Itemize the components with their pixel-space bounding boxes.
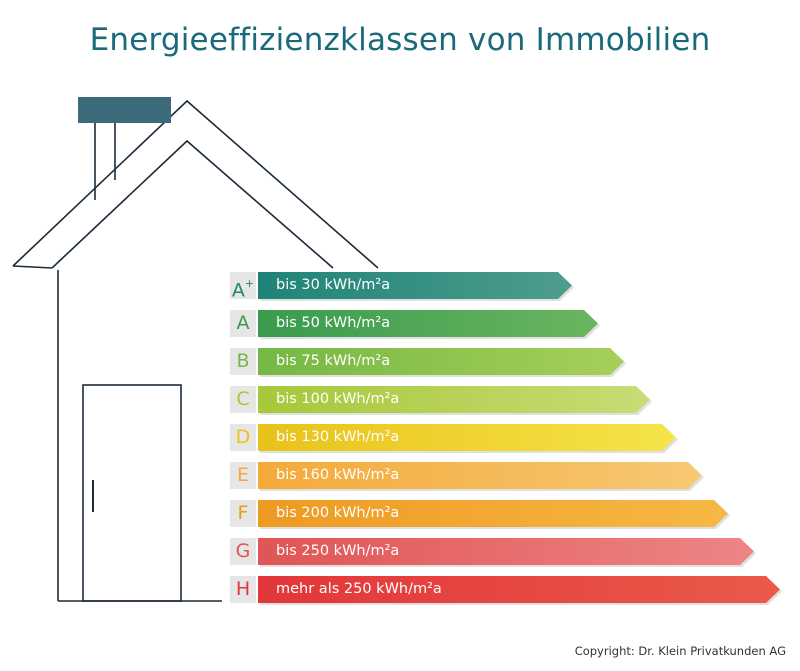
efficiency-class-arrow (258, 386, 650, 413)
efficiency-class-letter: C (230, 386, 256, 413)
class-letter-text: B (236, 350, 250, 372)
efficiency-class-label: bis 100 kWh/m²a (276, 391, 400, 407)
efficiency-class-bar: mehr als 250 kWh/m²a (258, 576, 782, 605)
efficiency-class-bar: bis 200 kWh/m²a (258, 500, 730, 529)
door (82, 384, 182, 602)
efficiency-class-letter: A+ (230, 272, 256, 302)
efficiency-class-label: bis 250 kWh/m²a (276, 543, 400, 559)
efficiency-class-label: bis 200 kWh/m²a (276, 505, 400, 521)
efficiency-class-bar: bis 130 kWh/m²a (258, 424, 678, 453)
efficiency-class-letter: B (230, 348, 256, 375)
efficiency-class-label: bis 75 kWh/m²a (276, 353, 391, 369)
class-letter-superscript: + (244, 277, 255, 290)
class-letter-text: A (236, 312, 250, 334)
efficiency-class-bar: bis 50 kWh/m²a (258, 310, 600, 339)
roof-outer (12, 99, 379, 269)
efficiency-class-bar: bis 75 kWh/m²a (258, 348, 626, 377)
diagram-title: Energieeffizienzklassen von Immobilien (89, 22, 711, 58)
efficiency-class-row: A+ bis 30 kWh/m²a (230, 272, 790, 302)
efficiency-class-arrow (258, 538, 754, 565)
efficiency-class-label: mehr als 250 kWh/m²a (276, 581, 442, 597)
efficiency-class-bar: bis 250 kWh/m²a (258, 538, 756, 567)
efficiency-class-letter: E (230, 462, 256, 489)
efficiency-class-bar: bis 30 kWh/m²a (258, 272, 574, 301)
efficiency-class-arrow (258, 462, 702, 489)
efficiency-class-arrow (258, 348, 624, 375)
efficiency-class-bar: bis 160 kWh/m²a (258, 462, 704, 491)
efficiency-class-label: bis 160 kWh/m²a (276, 467, 400, 483)
efficiency-class-arrow (258, 500, 728, 527)
class-letter-text: A (231, 279, 245, 302)
roof-inner (51, 139, 334, 269)
efficiency-class-letter: H (230, 576, 256, 603)
efficiency-class-arrow (258, 272, 572, 299)
class-letter-text: H (235, 578, 251, 600)
efficiency-class-letter: D (230, 424, 256, 451)
efficiency-class-bar: bis 100 kWh/m²a (258, 386, 652, 415)
efficiency-class-letter: F (230, 500, 256, 527)
class-letter-text: F (237, 502, 249, 524)
efficiency-class-label: bis 50 kWh/m²a (276, 315, 391, 331)
class-letter-text: C (236, 388, 250, 410)
class-letter-text: G (235, 540, 251, 562)
efficiency-class-label: bis 130 kWh/m²a (276, 429, 400, 445)
efficiency-class-letter: G (230, 538, 256, 565)
efficiency-class-arrow (258, 310, 598, 337)
efficiency-class-letter: A (230, 310, 256, 337)
class-letter-text: D (235, 426, 251, 448)
efficiency-class-arrow (258, 424, 676, 451)
chimney-cap (78, 97, 171, 123)
efficiency-class-arrow (258, 576, 780, 603)
efficiency-class-label: bis 30 kWh/m²a (276, 277, 391, 293)
class-letter-text: E (236, 464, 249, 486)
copyright-note: Copyright: Dr. Klein Privatkunden AG (574, 644, 786, 658)
